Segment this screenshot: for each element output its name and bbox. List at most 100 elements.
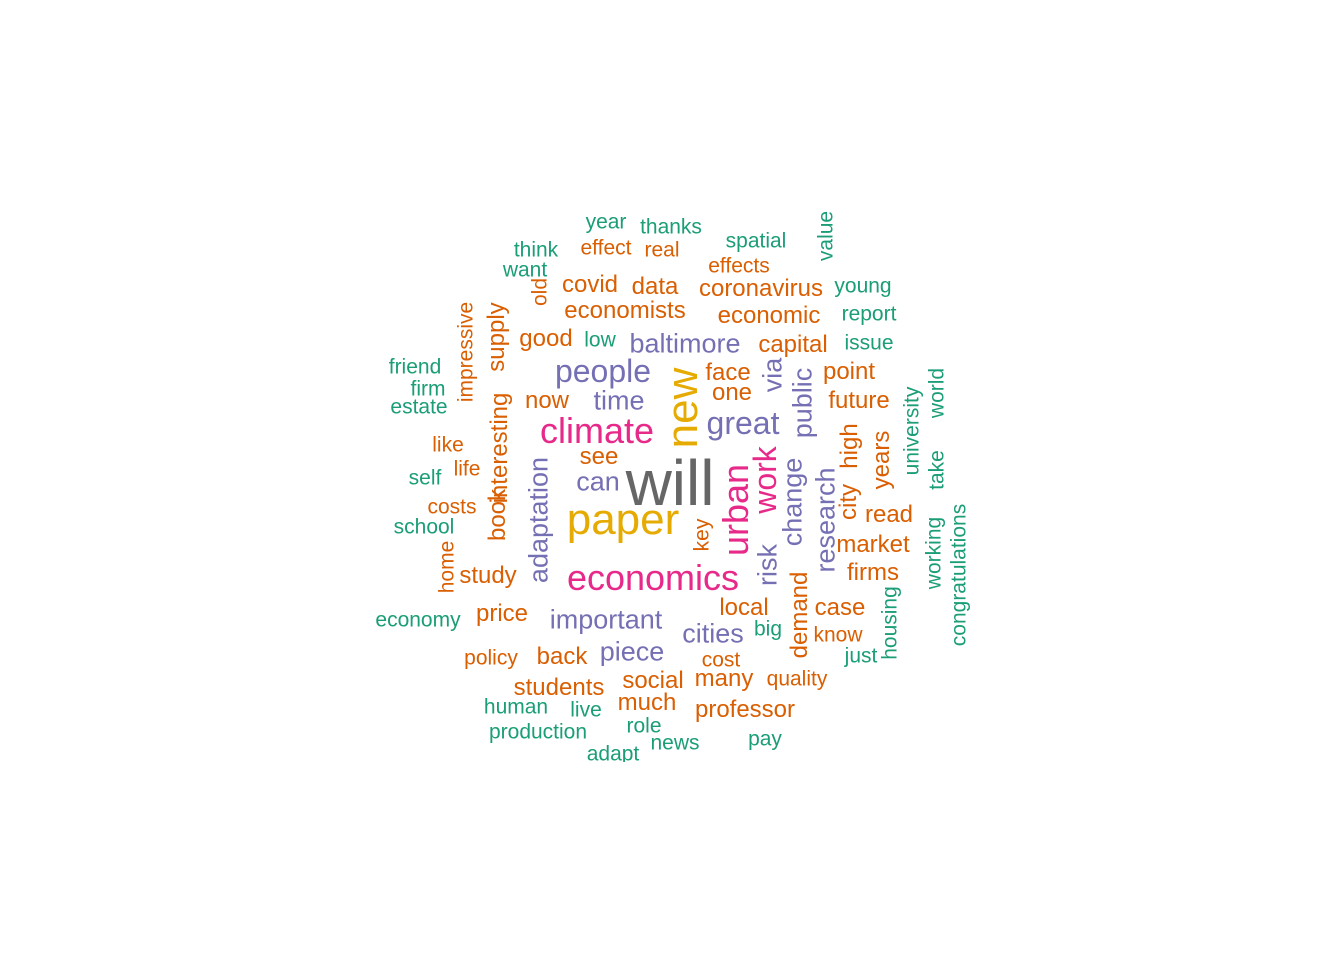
word: via (757, 357, 788, 393)
word: human (483, 695, 549, 719)
word: effects (708, 254, 770, 278)
word: congratulations (947, 503, 971, 647)
word: change (777, 457, 808, 547)
word: economics (566, 557, 740, 598)
word: quality (766, 667, 828, 691)
word: young (834, 274, 892, 298)
word: news (650, 731, 700, 755)
word: firms (847, 559, 899, 586)
word: study (459, 562, 517, 589)
word: issue (844, 331, 894, 355)
word: production (488, 720, 588, 744)
word: like (432, 433, 464, 457)
word: read (864, 501, 914, 528)
word: adapt (586, 742, 640, 763)
word: think (513, 238, 559, 262)
word: world (925, 367, 949, 419)
word: high (836, 423, 863, 469)
word: future (828, 387, 890, 414)
word: point (822, 358, 876, 385)
word: price (475, 600, 529, 627)
word: value (814, 210, 838, 262)
word: know (813, 623, 863, 647)
word: will (625, 447, 715, 519)
word-cloud-area: will paper new economics climate urban w… (340, 180, 1020, 762)
word: just (844, 644, 878, 668)
word: climate (539, 410, 655, 451)
word: big (753, 617, 783, 641)
word: good (519, 325, 573, 352)
word: market (836, 531, 910, 558)
word: capital (758, 331, 828, 358)
word: students (513, 674, 605, 701)
word: see (579, 443, 619, 470)
word: book (484, 488, 511, 542)
word: self (408, 466, 442, 490)
word: time (593, 385, 645, 416)
word: adaptation (523, 456, 554, 584)
word: people (554, 353, 652, 389)
word: local (719, 594, 769, 621)
word: university (900, 386, 924, 476)
word: one (711, 379, 753, 406)
word: many (694, 665, 754, 692)
word: piece (599, 636, 665, 667)
word: interesting (486, 392, 513, 504)
word: baltimore (629, 328, 741, 359)
word: sector (668, 760, 725, 763)
word: year (585, 210, 627, 234)
word: now (524, 387, 570, 414)
word: great (706, 405, 780, 441)
word: economic (717, 302, 821, 329)
word: friend (388, 355, 442, 379)
word: take (925, 450, 949, 490)
word: want (502, 258, 548, 282)
word: economists (564, 297, 686, 324)
word: role (626, 714, 662, 738)
word: school (393, 515, 455, 539)
word: housing (878, 586, 902, 660)
word: face (705, 359, 751, 386)
word: city (835, 484, 862, 520)
word: coronavirus (698, 275, 824, 302)
word: public (787, 367, 818, 439)
word: working (922, 516, 946, 590)
word: covid (561, 271, 619, 298)
word: thanks (640, 215, 702, 239)
word: impressive (454, 301, 478, 403)
word: social (622, 667, 684, 694)
word: demand (786, 571, 813, 659)
word: can (576, 466, 620, 497)
word: life (453, 457, 481, 481)
word: new (658, 367, 707, 449)
word: costs (427, 495, 477, 519)
word: data (631, 273, 679, 300)
word: pay (748, 727, 782, 751)
word: effect (580, 236, 632, 260)
word: cost (701, 648, 741, 672)
word: estate (390, 395, 448, 419)
word: firm (410, 377, 446, 401)
word: much (617, 689, 677, 716)
word: case (814, 594, 866, 621)
word: work (747, 446, 783, 514)
word: back (536, 643, 588, 670)
word: policy (464, 646, 518, 670)
word: home (435, 540, 459, 594)
word: risk (752, 544, 783, 586)
word: real (644, 238, 680, 262)
word: years (868, 430, 895, 490)
word: live (570, 698, 602, 722)
word: supply (483, 302, 510, 372)
word: report (841, 302, 897, 326)
word: professor (694, 696, 796, 723)
word: paper (566, 495, 680, 544)
word: low (584, 328, 616, 352)
word: economy (375, 608, 461, 632)
word: cities (682, 618, 744, 649)
word: important (549, 604, 663, 635)
word: old (528, 277, 552, 307)
word: spatial (725, 229, 787, 253)
word: key (690, 518, 714, 552)
